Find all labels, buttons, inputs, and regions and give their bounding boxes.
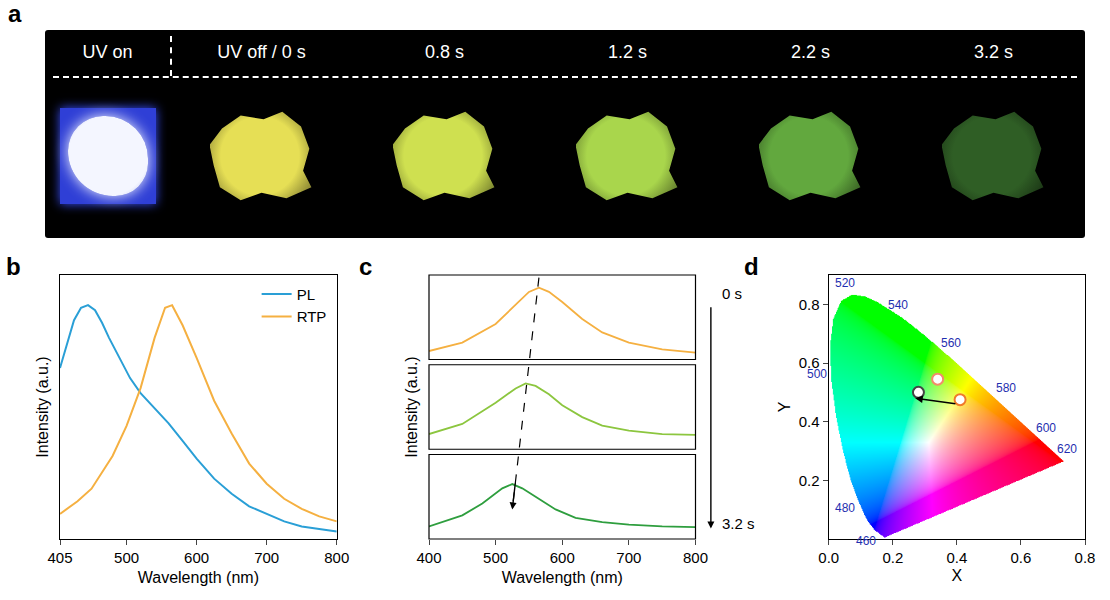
svg-text:700: 700: [254, 549, 279, 566]
svg-text:PL: PL: [297, 286, 315, 303]
svg-text:3.2 s: 3.2 s: [722, 515, 755, 532]
svg-text:600: 600: [184, 549, 209, 566]
svg-text:0.2: 0.2: [799, 472, 820, 489]
svg-text:c: c: [359, 253, 372, 280]
svg-text:500: 500: [483, 549, 508, 566]
svg-text:RTP: RTP: [297, 308, 327, 325]
svg-text:d: d: [744, 253, 759, 280]
svg-text:405: 405: [47, 549, 72, 566]
html-text:UV off / 0 s: UV off / 0 s: [217, 42, 306, 62]
html-text:a: a: [8, 0, 22, 27]
svg-text:540: 540: [888, 298, 908, 312]
svg-text:500: 500: [807, 367, 827, 381]
svg-text:480: 480: [835, 501, 855, 515]
svg-text:400: 400: [416, 549, 441, 566]
svg-text:600: 600: [1036, 421, 1056, 435]
html-text:UV on: UV on: [82, 42, 133, 62]
svg-text:800: 800: [683, 549, 708, 566]
html-text:0.8 s: 0.8 s: [425, 42, 464, 62]
html-text:3.2 s: 3.2 s: [974, 42, 1013, 62]
svg-text:560: 560: [941, 336, 961, 350]
svg-text:0.6: 0.6: [799, 354, 820, 371]
svg-text:620: 620: [1057, 442, 1077, 456]
svg-text:0.4: 0.4: [799, 413, 820, 430]
svg-text:460: 460: [856, 534, 876, 548]
svg-text:0.8: 0.8: [1075, 549, 1096, 566]
svg-text:0.8: 0.8: [799, 296, 820, 313]
svg-text:500: 500: [114, 549, 139, 566]
svg-text:0.6: 0.6: [1011, 549, 1032, 566]
svg-text:700: 700: [616, 549, 641, 566]
html-text:1.2 s: 1.2 s: [608, 42, 647, 62]
svg-text:0.0: 0.0: [818, 549, 839, 566]
svg-text:X: X: [952, 567, 963, 584]
svg-text:Wavelength (nm): Wavelength (nm): [138, 569, 259, 586]
svg-text:0 s: 0 s: [722, 285, 742, 302]
svg-text:Intensity (a.u.): Intensity (a.u.): [34, 356, 51, 457]
svg-text:Wavelength (nm): Wavelength (nm): [502, 569, 623, 586]
svg-text:800: 800: [324, 549, 349, 566]
svg-text:0.2: 0.2: [882, 549, 903, 566]
svg-text:Y: Y: [776, 401, 793, 412]
svg-text:600: 600: [550, 549, 575, 566]
svg-text:Intensity (a.u.): Intensity (a.u.): [403, 356, 420, 457]
svg-text:520: 520: [835, 276, 855, 290]
html-text:2.2 s: 2.2 s: [791, 42, 830, 62]
svg-text:580: 580: [996, 381, 1016, 395]
svg-text:b: b: [6, 253, 21, 280]
svg-text:0.4: 0.4: [946, 549, 967, 566]
